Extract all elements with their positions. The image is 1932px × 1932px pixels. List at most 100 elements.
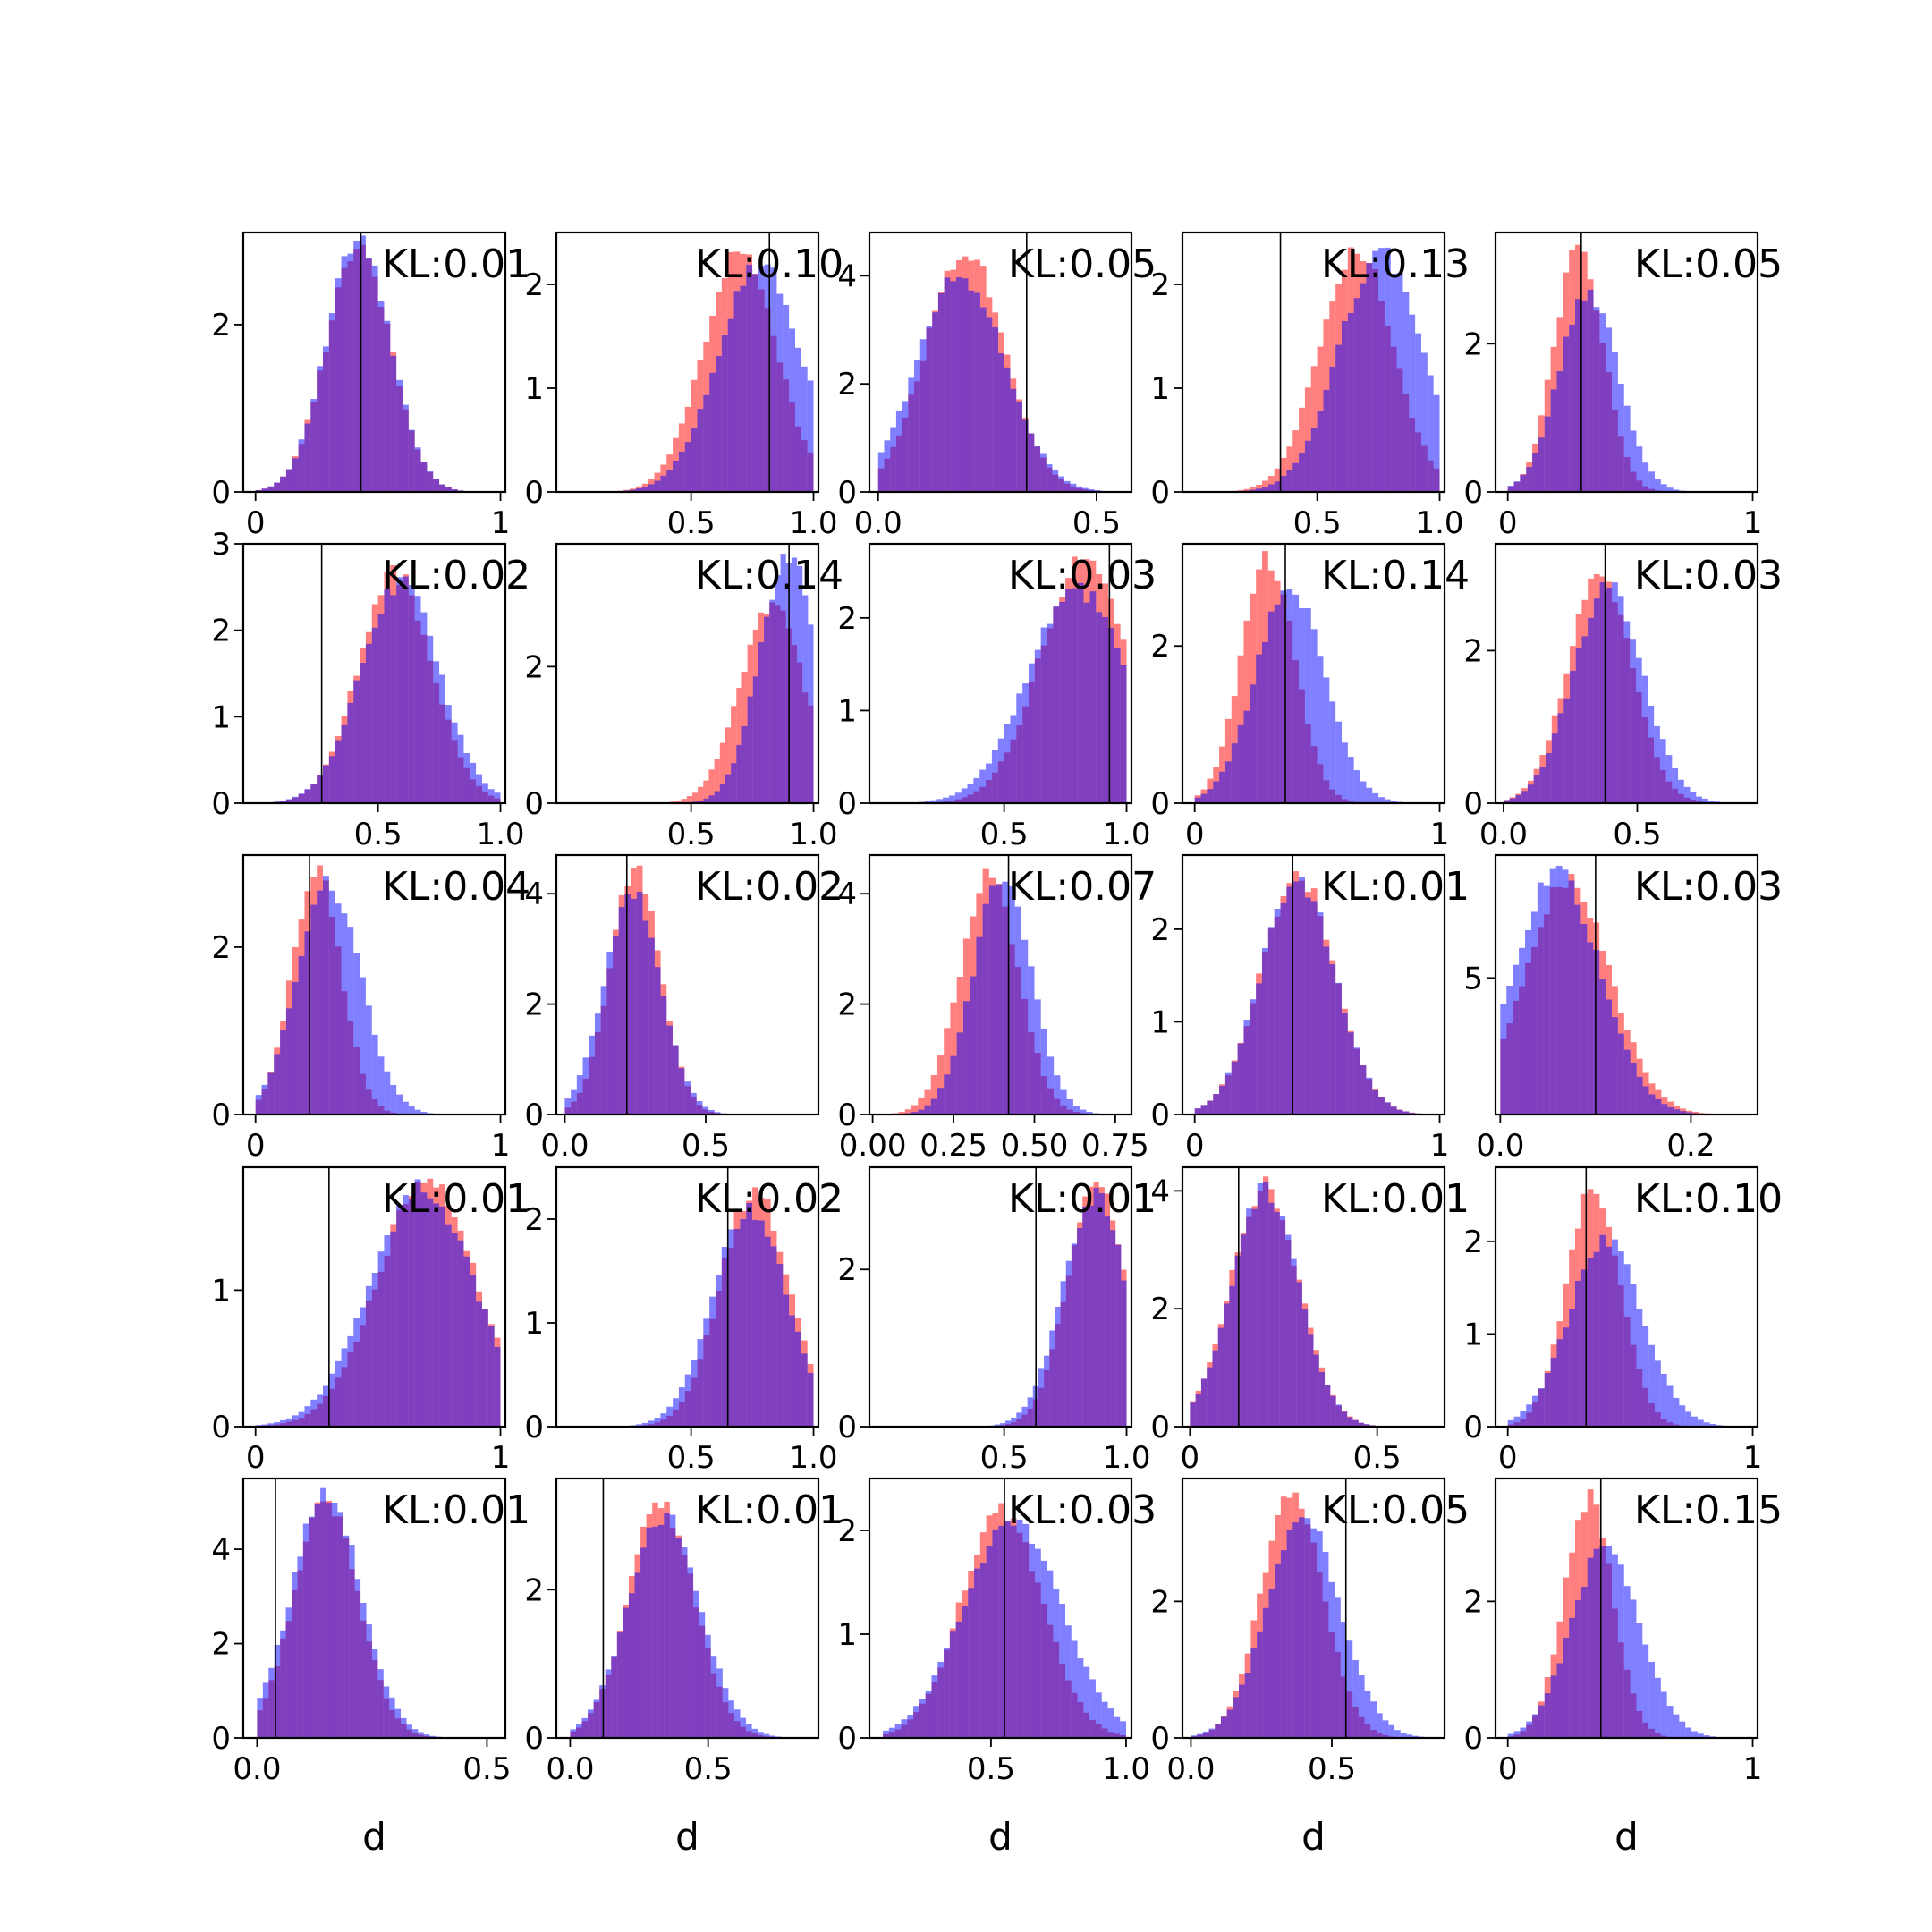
blue-bin bbox=[1611, 1017, 1618, 1114]
blue-bin bbox=[1299, 452, 1305, 492]
blue-bin bbox=[292, 796, 299, 803]
blue-bin bbox=[384, 320, 391, 492]
blue-bin bbox=[1335, 1597, 1341, 1738]
y-tick-label: 2 bbox=[211, 930, 231, 966]
blue-bin bbox=[1286, 1530, 1293, 1738]
blue-bin bbox=[961, 788, 968, 803]
histogram-bars bbox=[570, 1501, 805, 1738]
blue-bin bbox=[1648, 705, 1655, 803]
blue-bin bbox=[1539, 767, 1546, 803]
blue-bin bbox=[976, 936, 983, 1114]
blue-bin bbox=[1035, 1548, 1041, 1738]
blue-bin bbox=[1086, 1111, 1093, 1114]
blue-bin bbox=[1372, 792, 1379, 803]
blue-bin bbox=[986, 317, 993, 492]
histogram-bars bbox=[1507, 244, 1753, 492]
y-tick-label: 1 bbox=[211, 699, 231, 735]
blue-bin bbox=[1537, 882, 1544, 1114]
blue-bin bbox=[1077, 1658, 1084, 1738]
blue-bin bbox=[1089, 1679, 1096, 1738]
blue-bin bbox=[1703, 1422, 1710, 1427]
blue-bin bbox=[1064, 1625, 1072, 1738]
x-tick-label: 0.5 bbox=[1072, 505, 1121, 541]
blue-bin bbox=[1114, 648, 1121, 803]
blue-bin bbox=[1654, 1360, 1661, 1427]
blue-bin bbox=[1587, 289, 1594, 492]
blue-bin bbox=[1568, 880, 1575, 1114]
blue-bin bbox=[1390, 801, 1397, 803]
y-tick-label: 2 bbox=[524, 1572, 544, 1608]
blue-bin bbox=[666, 1406, 674, 1427]
blue-bin bbox=[1551, 733, 1558, 803]
blue-bin bbox=[1016, 401, 1022, 492]
y-tick-label: 4 bbox=[837, 258, 857, 294]
blue-bin bbox=[1107, 1708, 1114, 1738]
x-tick-label: 1.0 bbox=[1102, 817, 1150, 852]
kl-label: KL:0.05 bbox=[1321, 1487, 1470, 1533]
y-tick-label: 2 bbox=[524, 267, 544, 303]
blue-bin bbox=[1655, 1098, 1662, 1114]
blue-bin bbox=[600, 986, 607, 1114]
blue-bin bbox=[414, 1179, 421, 1427]
blue-bin bbox=[322, 876, 329, 1114]
blue-bin bbox=[1102, 616, 1108, 803]
histogram-bars bbox=[1194, 247, 1440, 492]
blue-bin bbox=[752, 274, 758, 492]
blue-bin bbox=[389, 1697, 395, 1738]
red-bin bbox=[681, 799, 687, 803]
blue-bin bbox=[709, 1296, 716, 1427]
subplot-r5-c4: KL:0.05 0.0 0.5 0 2 d bbox=[1150, 1477, 1470, 1859]
blue-bin bbox=[320, 1487, 326, 1738]
blue-bin bbox=[1194, 1108, 1201, 1114]
x-tick-label: 0 bbox=[1185, 817, 1205, 852]
kl-label: KL:0.14 bbox=[695, 553, 843, 598]
blue-bin bbox=[1243, 710, 1250, 803]
blue-bin bbox=[1246, 1208, 1252, 1427]
blue-bin bbox=[1095, 1692, 1102, 1738]
blue-bin bbox=[956, 1032, 963, 1114]
kl-label: KL:0.15 bbox=[1634, 1487, 1783, 1533]
axes-frame bbox=[1181, 1165, 1446, 1428]
blue-bin bbox=[770, 1246, 777, 1427]
blue-bin bbox=[1096, 612, 1103, 803]
blue-bin bbox=[1580, 1587, 1588, 1738]
red-bin bbox=[675, 800, 682, 803]
y-tick-label: 0 bbox=[837, 475, 857, 511]
kl-label: KL:0.02 bbox=[382, 553, 530, 598]
blue-bin bbox=[1544, 1373, 1551, 1427]
blue-bin bbox=[354, 1579, 361, 1738]
histogram-bars bbox=[255, 235, 501, 492]
blue-bin bbox=[634, 1572, 641, 1738]
blue-bin bbox=[1433, 394, 1440, 492]
blue-bin bbox=[1028, 433, 1035, 492]
blue-bin bbox=[652, 1526, 658, 1738]
blue-bin bbox=[721, 335, 728, 492]
blue-bin bbox=[714, 791, 720, 803]
blue-bin bbox=[1076, 486, 1083, 492]
red-bin bbox=[1256, 484, 1262, 492]
blue-bin bbox=[758, 266, 765, 492]
blue-bin bbox=[1197, 1733, 1203, 1738]
axes-frame bbox=[555, 542, 820, 805]
blue-bin bbox=[698, 801, 704, 803]
blue-bin bbox=[1347, 1417, 1353, 1427]
blue-bin bbox=[377, 1056, 385, 1114]
y-tick-label: 5 bbox=[1463, 961, 1483, 996]
blue-bin bbox=[982, 903, 989, 1114]
blue-bin bbox=[1527, 784, 1534, 803]
subplot-r1-c5: KL:0.05 0 1 0 2 bbox=[1463, 231, 1783, 541]
blue-bin bbox=[1052, 470, 1059, 492]
blue-bin bbox=[285, 469, 292, 492]
blue-bin bbox=[789, 1315, 795, 1427]
blue-bin bbox=[1623, 1049, 1631, 1114]
blue-bin bbox=[727, 1229, 734, 1427]
blue-bin bbox=[285, 1008, 292, 1114]
blue-bin bbox=[1556, 1339, 1563, 1427]
blue-bin bbox=[640, 1547, 647, 1738]
blue-bin bbox=[390, 1231, 397, 1427]
x-tick-label: 0.50 bbox=[1001, 1128, 1069, 1164]
histogram-bars bbox=[255, 865, 501, 1114]
blue-bin bbox=[274, 1422, 281, 1427]
red-bin bbox=[703, 780, 709, 803]
